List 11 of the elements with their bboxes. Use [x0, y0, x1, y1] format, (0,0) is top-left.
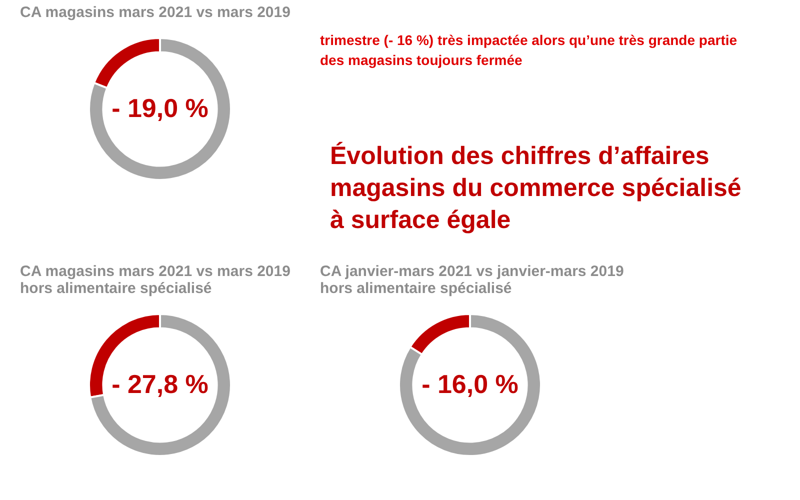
chart-title: CA janvier-mars 2021 vs janvier-mars 2019 hors alimentaire spécialisé — [320, 263, 624, 297]
text: - 19,0 % — [112, 93, 208, 123]
chart-title: CA magasins mars 2021 vs mars 2019 hors alimentaire spécialisé — [20, 263, 290, 297]
text: trimestre (- 16 %) très impactée alors qu’une très grande partie des magasins toujours fermée — [320, 32, 738, 68]
donut-slice — [88, 37, 232, 181]
text: Évolution des chiffres d’affaires magasins du commerce spécialisé à surface égale — [330, 141, 742, 234]
text: - 16,0 % — [422, 369, 518, 399]
text: - 27,8 % — [112, 369, 208, 399]
donut-slice — [398, 313, 542, 457]
chart-title: CA magasins mars 2021 vs mars 2019 — [20, 4, 290, 21]
donut-slice — [89, 313, 232, 457]
